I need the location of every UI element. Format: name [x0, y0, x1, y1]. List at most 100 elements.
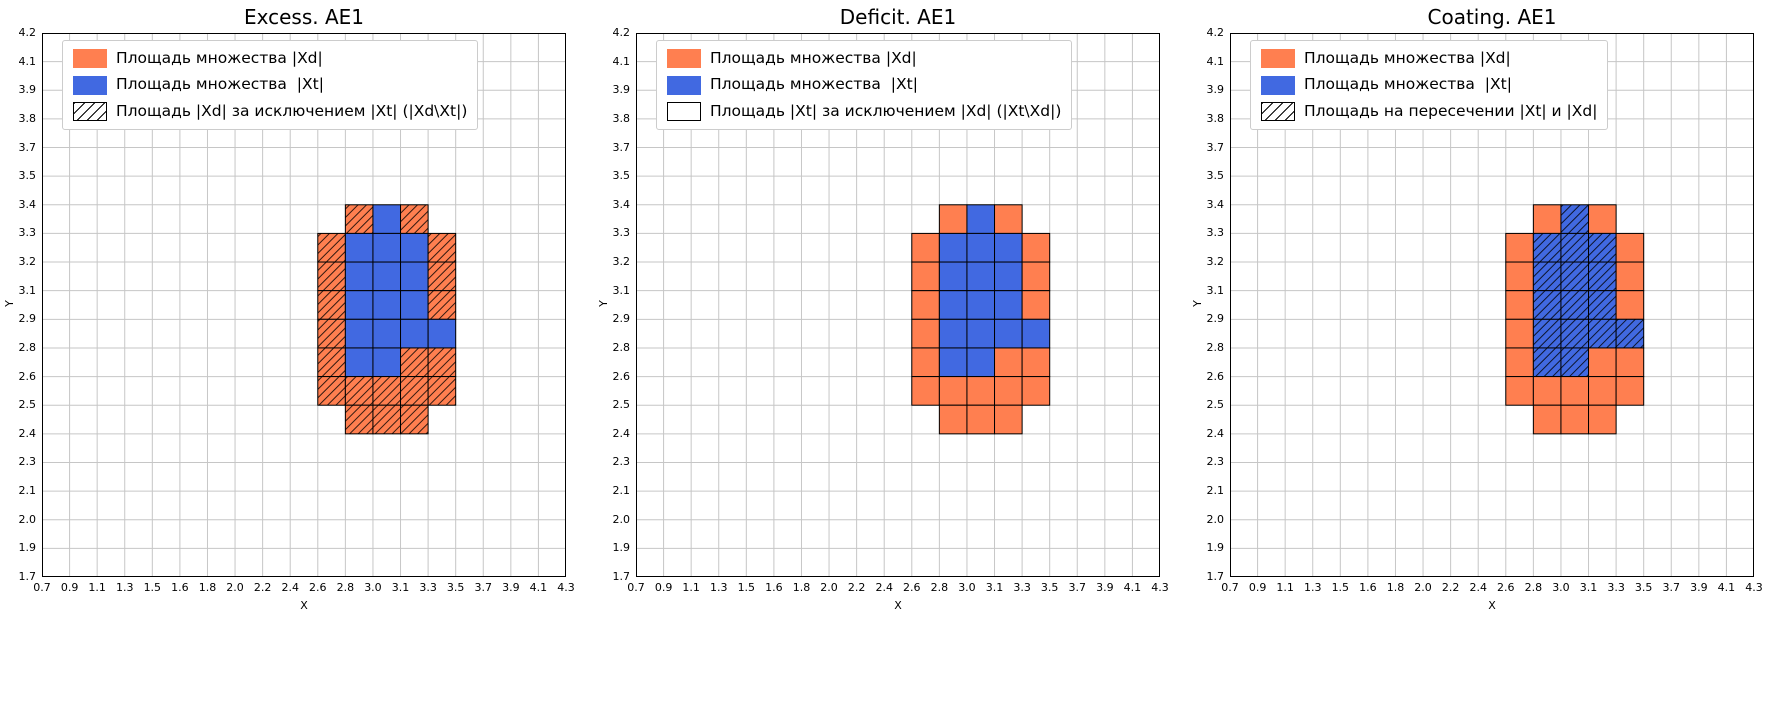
y-axis-label: Y [1190, 300, 1204, 307]
grid-cell-xt [1021, 318, 1051, 349]
legend-swatch-xd [73, 49, 107, 69]
x-tick-label: 3.3 [419, 581, 437, 594]
grid-cell-hatch [317, 319, 346, 348]
x-tick-label: 0.7 [627, 581, 645, 594]
grid-cell-xd [911, 318, 940, 349]
grid-cell-xd [1532, 204, 1562, 234]
y-tick-label: 2.6 [18, 369, 37, 383]
x-tick-label: 0.7 [33, 581, 51, 594]
grid-cell-hatch [428, 290, 456, 320]
x-tick-label: 2.6 [309, 581, 327, 594]
legend-item-xd: Площадь множества |Xd| [1261, 49, 1597, 69]
grid-cell-xt [372, 232, 402, 263]
legend-label-xt: Площадь множества |Xt| [116, 75, 324, 94]
x-axis-label: X [894, 599, 902, 612]
x-tick-label: 2.2 [1441, 581, 1460, 594]
grid-cell-xt [938, 347, 968, 378]
grid-cell-hatch [317, 233, 346, 263]
legend-item-difference: Площадь |Xt| за исключением |Xd| (|Xt\Xd… [667, 102, 1061, 121]
grid-cell-xd [1588, 204, 1617, 234]
grid-cell-xd [1532, 404, 1562, 435]
grid-cell-xt [966, 318, 996, 349]
grid-canvas [636, 33, 1160, 577]
x-tick-label: 2.2 [253, 581, 272, 594]
grid-cell-xd [1021, 347, 1051, 378]
legend-swatch-xt [667, 75, 701, 95]
x-tick-label: 3.9 [1096, 581, 1114, 594]
grid-cell-hatch [1533, 347, 1561, 377]
plot-title: Deficit. AE1 [839, 5, 957, 29]
grid-cell-hatch [345, 405, 373, 434]
x-tick-label: 3.0 [364, 581, 382, 594]
grid-cell-hatch [1588, 290, 1617, 320]
x-tick-label: 1.3 [115, 581, 134, 594]
grid-cell-xt [994, 318, 1023, 349]
grid-cell-xt [400, 261, 429, 292]
x-tick-label: 3.0 [1552, 581, 1570, 594]
grid-cell-xd [1532, 376, 1562, 406]
grid-cell-xt [994, 290, 1023, 320]
grid-cell-xt [344, 290, 374, 320]
grid-cell-xd [1505, 290, 1534, 320]
x-tick-label: 1.8 [792, 581, 811, 594]
grid-cell-xd [994, 347, 1023, 378]
y-tick-label: 3.7 [18, 140, 37, 154]
legend-label-difference: Площадь |Xt| за исключением |Xd| (|Xt\Xd… [710, 101, 1062, 120]
grid-cell-xt [938, 318, 968, 349]
y-tick-label: 3.5 [612, 169, 631, 183]
grid-cell-xd [1588, 404, 1617, 435]
y-tick-label: 2.0 [18, 512, 37, 526]
grid-cell-xt [966, 204, 996, 234]
y-tick-label: 3.2 [1206, 255, 1225, 269]
y-tick-label: 2.3 [612, 455, 631, 469]
grid-cell-xd [938, 404, 968, 435]
y-axis-label: Y [2, 300, 16, 307]
grid-cell-xt [994, 261, 1023, 292]
x-tick-label: 4.3 [1745, 581, 1763, 594]
y-tick-label: 2.6 [1206, 369, 1225, 383]
x-tick-label: 3.9 [1690, 581, 1708, 594]
y-tick-label: 2.4 [1206, 426, 1225, 440]
grid-cell-hatch [1588, 233, 1617, 263]
y-tick-label: 2.0 [612, 512, 631, 526]
x-tick-label: 0.9 [60, 581, 79, 594]
grid-cell-xt [966, 290, 996, 320]
grid-cell-hatch [400, 347, 429, 377]
legend-item-xt: Площадь множества |Xt| [73, 75, 467, 95]
y-tick-label: 3.9 [18, 83, 37, 97]
grid-cell-xd [1021, 290, 1051, 320]
grid-cell-xd [1505, 232, 1534, 263]
x-tick-label: 2.4 [281, 581, 299, 594]
grid-cell-xd [966, 404, 996, 435]
y-tick-label: 3.3 [1206, 226, 1225, 240]
legend-item-xt: Площадь множества |Xt| [667, 75, 1061, 95]
x-tick-label: 2.6 [1497, 581, 1515, 594]
x-tick-label: 0.9 [1248, 581, 1267, 594]
y-tick-label: 2.0 [1206, 512, 1225, 526]
legend-label-xt: Площадь множества |Xt| [1304, 75, 1512, 94]
x-tick-label: 3.7 [474, 581, 493, 594]
grid-cell-hatch [1588, 319, 1617, 348]
grid-cell-xt [938, 232, 968, 263]
x-tick-label: 1.8 [1386, 581, 1405, 594]
grid-cell-hatch [400, 376, 429, 406]
grid-cell-hatch [1588, 262, 1617, 291]
grid-cell-hatch [400, 204, 429, 234]
y-tick-label: 4.1 [612, 54, 631, 68]
y-tick-label: 3.3 [18, 226, 37, 240]
x-tick-label: 3.9 [502, 581, 520, 594]
grid-cell-hatch [1560, 262, 1589, 291]
y-tick-label: 3.5 [1206, 169, 1225, 183]
y-tick-label: 1.9 [612, 541, 631, 555]
y-tick-label: 4.2 [1206, 26, 1225, 39]
y-tick-label: 2.9 [18, 312, 37, 326]
x-tick-label: 2.2 [847, 581, 866, 594]
x-tick-label: 1.6 [171, 581, 189, 594]
y-tick-label: 2.8 [18, 340, 37, 354]
grid-cell-xt [344, 232, 374, 263]
y-tick-label: 2.1 [1206, 484, 1225, 498]
x-tick-label: 1.1 [88, 581, 106, 594]
legend-swatch-difference [73, 101, 107, 121]
legend-item-difference: Площадь |Xd| за исключением |Xt| (|Xd\Xt… [73, 102, 467, 121]
legend-item-xt: Площадь множества |Xt| [1261, 75, 1597, 95]
